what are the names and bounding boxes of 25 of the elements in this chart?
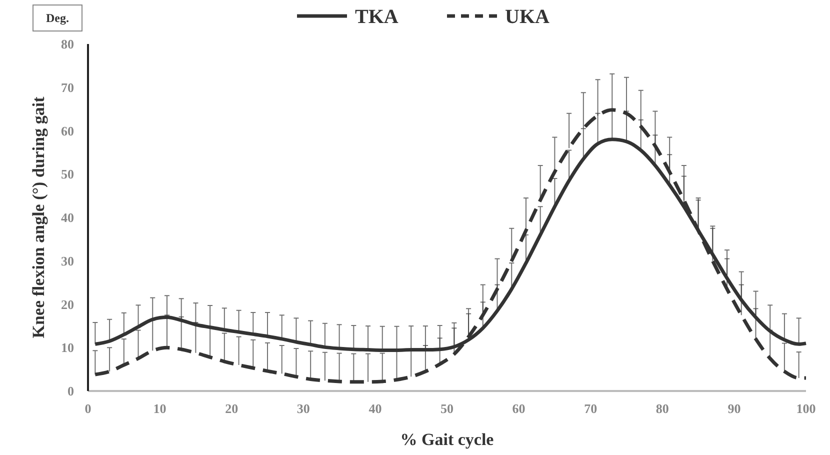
y-tick-label: 30 [61, 253, 74, 268]
x-axis-title: % Gait cycle [400, 430, 494, 449]
x-tick-label: 60 [512, 401, 526, 416]
legend-label: TKA [355, 6, 399, 28]
x-tick-label: 90 [728, 401, 741, 416]
legend-label: UKA [505, 6, 550, 28]
x-tick-label: 100 [796, 401, 816, 416]
y-tick-label: 0 [68, 384, 74, 399]
x-tick-label: 70 [584, 401, 598, 416]
y-tick-label: 20 [61, 296, 74, 312]
y-tick-label: 50 [61, 166, 74, 182]
y-tick-label: 70 [61, 80, 74, 95]
x-tick-label: 80 [656, 401, 669, 416]
x-tick-label: 30 [296, 401, 310, 416]
y-axis-title: Knee flexion angle (°) during gait [29, 96, 48, 338]
x-tick-label: 0 [84, 401, 92, 416]
y-tick-label: 10 [61, 340, 74, 356]
y-tick-label: 60 [61, 123, 74, 138]
x-tick-label: 40 [368, 401, 382, 416]
y-tick-label: 80 [61, 36, 74, 52]
x-tick-label: 20 [225, 401, 238, 416]
text: Deg. [46, 11, 69, 26]
x-tick-label: 10 [153, 401, 166, 416]
y-tick-label: 40 [61, 210, 74, 226]
x-tick-label: 50 [440, 401, 454, 416]
